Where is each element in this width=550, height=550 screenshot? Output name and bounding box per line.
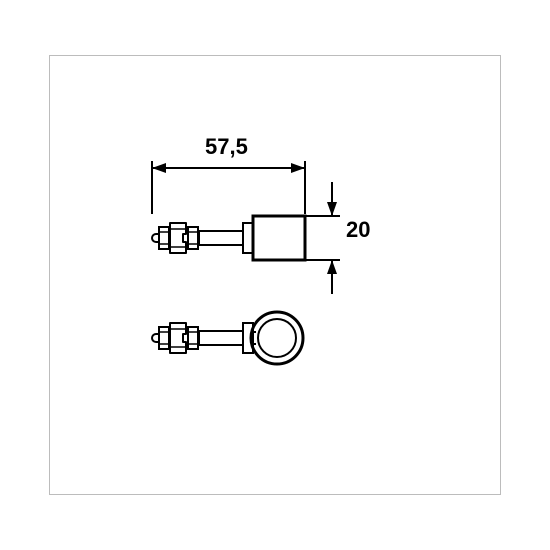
drawing-svg [0,0,550,550]
dimension-length-label: 57,5 [205,134,248,160]
dimension-height-label: 20 [346,217,370,243]
